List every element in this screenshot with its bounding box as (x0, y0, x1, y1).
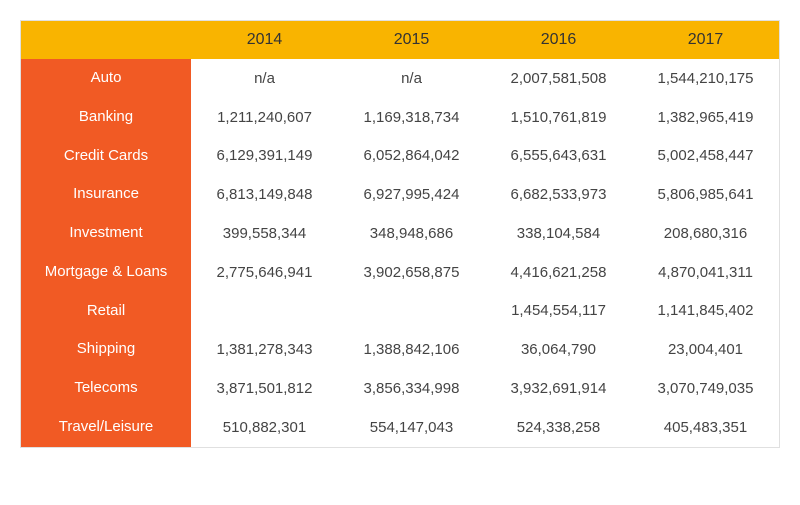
row-header: Auto (21, 59, 191, 98)
cell: 208,680,316 (632, 214, 779, 253)
cell: 554,147,043 (338, 408, 485, 447)
col-header: 2014 (191, 21, 338, 59)
cell: 1,544,210,175 (632, 59, 779, 98)
table-row: Travel/Leisure 510,882,301 554,147,043 5… (21, 408, 779, 447)
cell: 1,211,240,607 (191, 98, 338, 137)
cell (338, 292, 485, 331)
cell: 6,555,643,631 (485, 137, 632, 176)
cell: 6,052,864,042 (338, 137, 485, 176)
cell: 6,927,995,424 (338, 175, 485, 214)
cell: 348,948,686 (338, 214, 485, 253)
cell (191, 292, 338, 331)
cell: 4,870,041,311 (632, 253, 779, 292)
table-body: Auto n/a n/a 2,007,581,508 1,544,210,175… (21, 59, 779, 447)
cell: 1,510,761,819 (485, 98, 632, 137)
cell: 510,882,301 (191, 408, 338, 447)
cell: 1,381,278,343 (191, 330, 338, 369)
table-row: Credit Cards 6,129,391,149 6,052,864,042… (21, 137, 779, 176)
cell: n/a (338, 59, 485, 98)
table-row: Telecoms 3,871,501,812 3,856,334,998 3,9… (21, 369, 779, 408)
col-header: 2016 (485, 21, 632, 59)
cell: 3,871,501,812 (191, 369, 338, 408)
cell: n/a (191, 59, 338, 98)
row-header: Telecoms (21, 369, 191, 408)
row-header: Banking (21, 98, 191, 137)
data-table-container: 2014 2015 2016 2017 Auto n/a n/a 2,007,5… (20, 20, 780, 448)
cell: 5,806,985,641 (632, 175, 779, 214)
cell: 36,064,790 (485, 330, 632, 369)
cell: 338,104,584 (485, 214, 632, 253)
row-header: Insurance (21, 175, 191, 214)
header-row: 2014 2015 2016 2017 (21, 21, 779, 59)
table-row: Mortgage & Loans 2,775,646,941 3,902,658… (21, 253, 779, 292)
cell: 2,775,646,941 (191, 253, 338, 292)
table-row: Retail 1,454,554,117 1,141,845,402 (21, 292, 779, 331)
cell: 1,454,554,117 (485, 292, 632, 331)
table-row: Banking 1,211,240,607 1,169,318,734 1,51… (21, 98, 779, 137)
cell: 3,902,658,875 (338, 253, 485, 292)
data-table: 2014 2015 2016 2017 Auto n/a n/a 2,007,5… (21, 21, 779, 447)
col-header: 2017 (632, 21, 779, 59)
row-header: Shipping (21, 330, 191, 369)
table-row: Investment 399,558,344 348,948,686 338,1… (21, 214, 779, 253)
table-row: Shipping 1,381,278,343 1,388,842,106 36,… (21, 330, 779, 369)
cell: 1,388,842,106 (338, 330, 485, 369)
row-header: Mortgage & Loans (21, 253, 191, 292)
col-header: 2015 (338, 21, 485, 59)
cell: 3,070,749,035 (632, 369, 779, 408)
cell: 2,007,581,508 (485, 59, 632, 98)
cell: 6,813,149,848 (191, 175, 338, 214)
cell: 3,856,334,998 (338, 369, 485, 408)
row-header: Travel/Leisure (21, 408, 191, 447)
cell: 1,141,845,402 (632, 292, 779, 331)
cell: 3,932,691,914 (485, 369, 632, 408)
cell: 399,558,344 (191, 214, 338, 253)
cell: 6,682,533,973 (485, 175, 632, 214)
cell: 23,004,401 (632, 330, 779, 369)
cell: 405,483,351 (632, 408, 779, 447)
cell: 1,169,318,734 (338, 98, 485, 137)
header-blank (21, 21, 191, 59)
cell: 6,129,391,149 (191, 137, 338, 176)
cell: 1,382,965,419 (632, 98, 779, 137)
table-row: Auto n/a n/a 2,007,581,508 1,544,210,175 (21, 59, 779, 98)
row-header: Retail (21, 292, 191, 331)
cell: 524,338,258 (485, 408, 632, 447)
cell: 4,416,621,258 (485, 253, 632, 292)
row-header: Investment (21, 214, 191, 253)
cell: 5,002,458,447 (632, 137, 779, 176)
table-row: Insurance 6,813,149,848 6,927,995,424 6,… (21, 175, 779, 214)
row-header: Credit Cards (21, 137, 191, 176)
